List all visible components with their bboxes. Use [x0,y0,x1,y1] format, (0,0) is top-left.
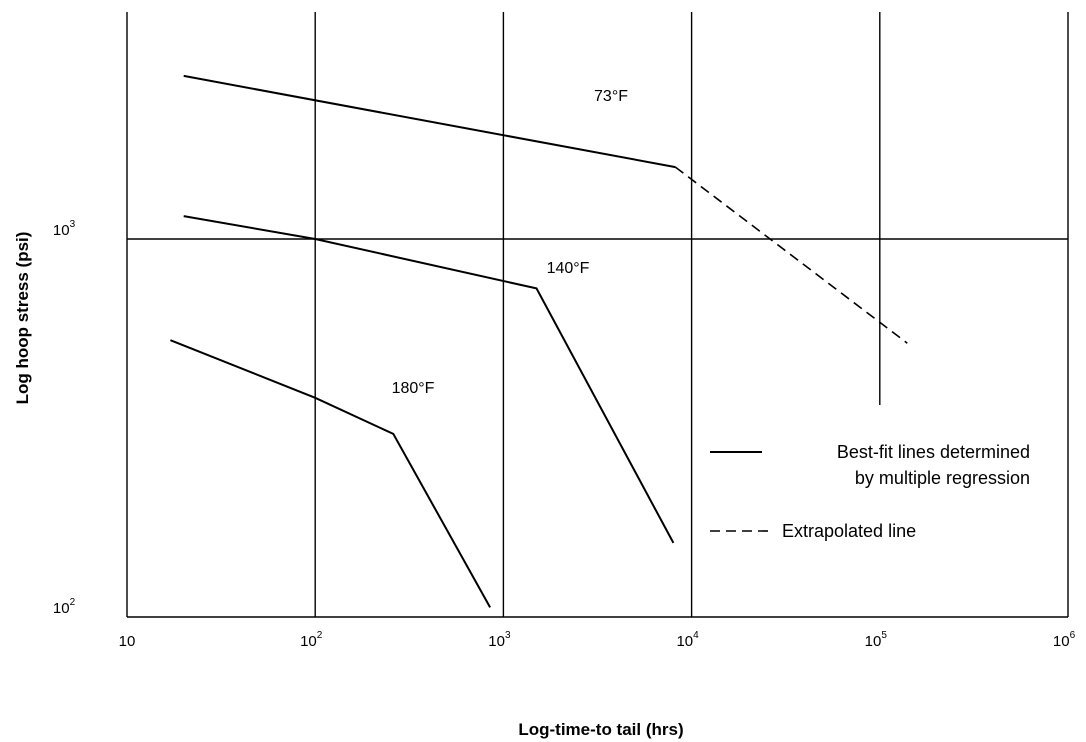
curve-label-180f: 180°F [392,380,435,397]
x-tick-label: 105 [865,630,888,650]
y-tick-label: 103 [53,219,76,239]
grid [126,12,1069,618]
x-tick-label: 106 [1053,630,1076,650]
extrapolated-line-73f [674,166,908,344]
x-tick-label: 10 [119,633,136,650]
y-tick-label: 102 [53,597,76,617]
series-line-73f [183,74,676,169]
series-line-140f [183,215,675,544]
legend-solid-label-line2: by multiple regression [855,468,1030,488]
y-axis-title: Log hoop stress (psi) [13,232,32,405]
legend-dashed-label: Extrapolated line [782,521,916,541]
x-tick-label: 104 [676,630,699,650]
y-tick-labels: 102 103 [53,219,76,617]
curve-label-140f: 140°F [547,260,590,277]
x-tick-label: 103 [488,630,511,650]
x-tick-label: 102 [300,630,323,650]
curve-label-73f: 73°F [594,88,628,105]
x-axis-title: Log-time-to tail (hrs) [518,720,683,739]
curve-labels: 73°F 140°F 180°F [392,88,629,397]
series-line-180f [170,339,491,608]
series-lines [170,74,908,608]
x-tick-labels: 10 102 103 104 105 106 [119,630,1076,650]
legend: Best-fit lines determined by multiple re… [710,442,1030,541]
legend-solid-label-line1: Best-fit lines determined [837,442,1030,462]
